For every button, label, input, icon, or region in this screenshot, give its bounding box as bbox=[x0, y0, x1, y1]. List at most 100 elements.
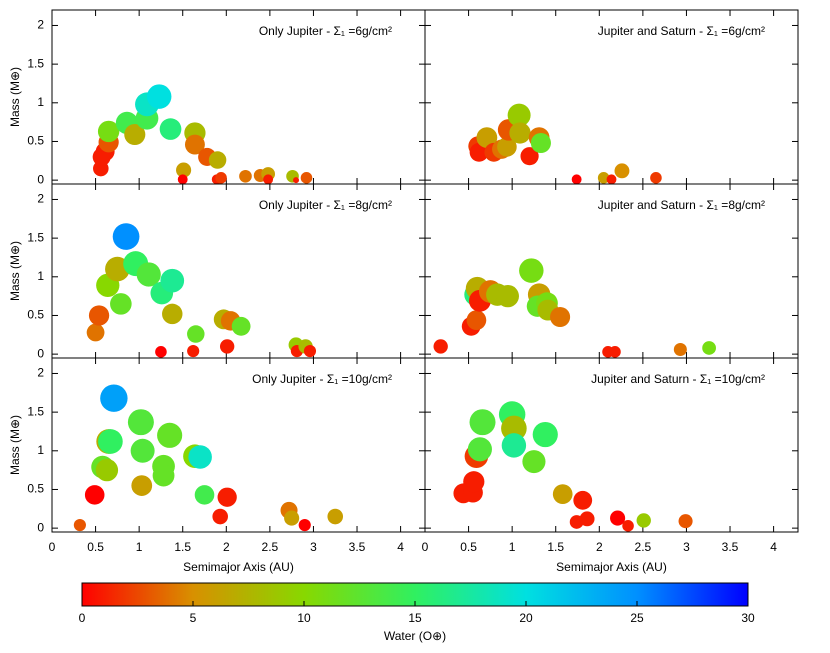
x-tick-label: 2.5 bbox=[262, 540, 279, 554]
planet-point bbox=[239, 169, 252, 183]
planet-point bbox=[579, 511, 595, 527]
planet-point bbox=[188, 445, 212, 469]
planet-point bbox=[497, 137, 517, 157]
planet-point bbox=[597, 172, 610, 184]
planet-point bbox=[231, 316, 251, 336]
planet-point bbox=[112, 223, 140, 250]
panel: 0 0.5 1 1.5 2 Only Jupiter - Σ₁ =6g/cm² Mass (… bbox=[8, 9, 426, 186]
planet-point bbox=[157, 422, 183, 448]
y-tick-label: 0.5 bbox=[27, 308, 44, 322]
y-tick-label: 1.5 bbox=[27, 404, 44, 418]
planet-point bbox=[212, 508, 228, 525]
planet-point bbox=[177, 174, 188, 185]
x-tick-label: 1.5 bbox=[547, 540, 564, 554]
panel-title: Jupiter and Saturn - Σ₁ =6g/cm² bbox=[598, 24, 765, 38]
planet-point bbox=[219, 339, 235, 354]
y-tick-label: 1 bbox=[37, 95, 44, 109]
colorbar-tick-label: 10 bbox=[297, 611, 311, 625]
planet-point bbox=[673, 342, 687, 357]
y-tick-label: 0 bbox=[37, 346, 44, 360]
planet-point bbox=[650, 172, 662, 184]
panel-title: Jupiter and Saturn - Σ₁ =8g/cm² bbox=[598, 198, 765, 212]
planet-point bbox=[466, 310, 487, 330]
x-axis-label: Semimajor Axis (AU) bbox=[183, 560, 294, 574]
planet-point bbox=[155, 346, 167, 358]
planet-point bbox=[160, 268, 185, 293]
planet-point bbox=[606, 174, 617, 185]
x-tick-label: 3 bbox=[310, 540, 317, 554]
y-tick-label: 1 bbox=[37, 443, 44, 457]
y-tick-label: 0 bbox=[37, 172, 44, 186]
y-tick-label: 1 bbox=[37, 269, 44, 283]
planet-point bbox=[520, 147, 539, 166]
panel-title: Only Jupiter - Σ₁ =8g/cm² bbox=[259, 198, 392, 212]
planet-point bbox=[532, 421, 558, 448]
planet-point bbox=[293, 177, 300, 184]
colorbar-tick-label: 30 bbox=[741, 611, 755, 625]
y-tick-label: 1.5 bbox=[27, 56, 44, 70]
colorbar-tick-label: 20 bbox=[519, 611, 533, 625]
x-tick-label: 1 bbox=[136, 540, 143, 554]
planet-point bbox=[284, 510, 300, 526]
y-tick-label: 2 bbox=[37, 192, 44, 206]
planet-point bbox=[208, 151, 227, 169]
y-tick-label: 1.5 bbox=[27, 230, 44, 244]
y-axis-label: Mass (M⊕) bbox=[8, 415, 22, 475]
planet-point bbox=[609, 346, 621, 358]
planet-point bbox=[476, 127, 498, 148]
planet-point bbox=[522, 450, 546, 474]
planet-point bbox=[159, 118, 182, 140]
x-tick-label: 2 bbox=[223, 540, 230, 554]
planet-point bbox=[501, 415, 527, 442]
planet-point bbox=[84, 485, 105, 505]
colorbar-label: Water (O⊕) bbox=[384, 629, 446, 643]
x-tick-label: 3 bbox=[683, 540, 690, 554]
planet-point bbox=[298, 518, 311, 532]
planet-point bbox=[519, 258, 544, 283]
planet-point bbox=[463, 471, 485, 493]
planet-point bbox=[184, 134, 205, 155]
planet-point bbox=[702, 341, 716, 355]
x-tick-label: 2.5 bbox=[635, 540, 652, 554]
planet-point bbox=[187, 325, 205, 343]
y-tick-label: 0.5 bbox=[27, 482, 44, 496]
planet-point bbox=[146, 84, 172, 109]
planet-point bbox=[194, 485, 215, 505]
x-tick-label: 3.5 bbox=[349, 540, 366, 554]
x-tick-label: 4 bbox=[397, 540, 404, 554]
planet-point bbox=[469, 409, 496, 436]
planet-point bbox=[95, 458, 119, 482]
planet-point bbox=[610, 510, 626, 526]
planet-point bbox=[110, 293, 132, 315]
planet-point bbox=[530, 132, 551, 154]
x-tick-label: 3.5 bbox=[722, 540, 739, 554]
planet-point bbox=[571, 174, 582, 185]
planet-point bbox=[636, 513, 651, 528]
planet-point bbox=[552, 484, 573, 504]
x-axis-label: Semimajor Axis (AU) bbox=[556, 560, 667, 574]
planet-point bbox=[614, 163, 630, 179]
y-tick-label: 2 bbox=[37, 366, 44, 380]
planet-point bbox=[496, 284, 519, 308]
planet-point bbox=[507, 103, 531, 127]
x-tick-label: 4 bbox=[770, 540, 777, 554]
planet-point bbox=[469, 142, 489, 162]
planet-point bbox=[130, 438, 155, 463]
y-tick-label: 0.5 bbox=[27, 134, 44, 148]
panel-title: Jupiter and Saturn - Σ₁ =10g/cm² bbox=[591, 372, 765, 386]
colorbar-tick-label: 5 bbox=[190, 611, 197, 625]
planet-point bbox=[97, 120, 120, 143]
colorbar-tick-label: 15 bbox=[408, 611, 422, 625]
planet-point bbox=[152, 464, 175, 487]
x-tick-label: 2 bbox=[596, 540, 603, 554]
colorbar-tick-label: 0 bbox=[79, 611, 86, 625]
planet-point bbox=[136, 262, 161, 287]
x-tick-label: 0 bbox=[49, 540, 56, 554]
planet-point bbox=[622, 520, 634, 532]
planet-point bbox=[86, 323, 105, 342]
panel: Jupiter and Saturn - Σ₁ =6g/cm² bbox=[424, 9, 799, 185]
planet-point bbox=[678, 514, 693, 529]
planet-point bbox=[263, 174, 274, 185]
planet-point bbox=[509, 122, 531, 144]
